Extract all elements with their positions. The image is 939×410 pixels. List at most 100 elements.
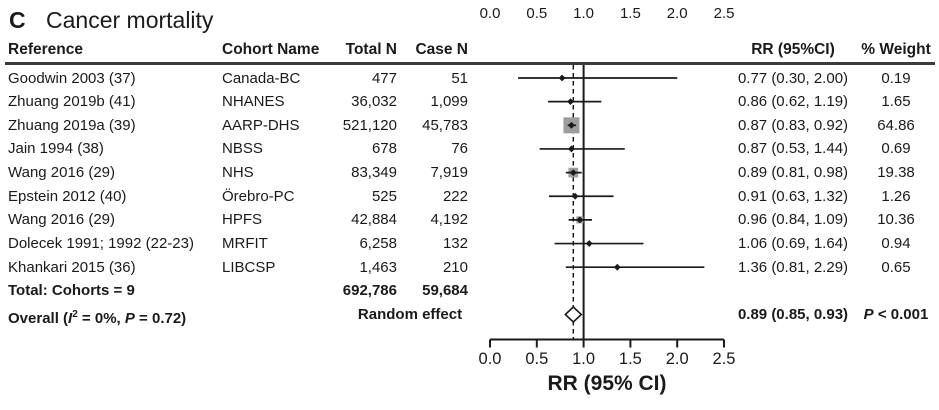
panel-label: C (9, 7, 26, 33)
row-cohort: HPFS (222, 211, 263, 229)
point-estimate-marker (569, 169, 577, 176)
column-header-weight: % Weight (861, 41, 931, 58)
table-row: Dolecek 1991; 1992 (22-23) MRFIT 6,258 132 1… (0, 234, 939, 253)
column-header-cohort: Cohort Name (222, 41, 320, 58)
table-row: Jain 1994 (38) NBSS 678 76 0.87 (0.53, 1.44)… (0, 139, 939, 158)
row-rr-ci: 0.86 (0.62, 1.19) (737, 93, 849, 111)
row-reference: Khankari 2015 (36) (8, 258, 136, 276)
row-case-n: 222 (442, 187, 468, 205)
row-weight: 64.86 (877, 116, 915, 134)
column-header-case-n: Case N (415, 41, 468, 58)
top-axis-tick-label: 1.0 (573, 5, 594, 22)
row-weight: 10.36 (877, 211, 915, 229)
row-total-n: 477 (371, 69, 397, 87)
row-weight: 0.69 (881, 140, 911, 158)
table-row: Goodwin 2003 (37) Canada-BC 477 51 0.77 (0.3… (0, 69, 939, 88)
x-axis-tick-label: 0.0 (479, 350, 502, 368)
x-axis-title: RR (95% CI) (547, 372, 667, 395)
table-row: Wang 2016 (29) HPFS 42,884 4,192 0.96 (0.84,… (0, 210, 939, 229)
table-row: Zhuang 2019a (39) AARP-DHS 521,120 45,783 0.… (0, 116, 939, 135)
overall-rr-ci: 0.89 (0.85, 0.93) (737, 306, 849, 323)
table-row: Wang 2016 (29) NHS 83,349 7,919 0.89 (0.81, … (0, 163, 939, 182)
row-total-n: 521,120 (342, 116, 397, 134)
row-total-n: 83,349 (351, 164, 397, 182)
point-estimate-marker (585, 240, 593, 247)
x-axis-tick-label: 2.0 (666, 350, 689, 368)
row-rr-ci: 0.96 (0.84, 1.09) (737, 211, 849, 229)
x-axis-tick-label: 2.5 (713, 350, 736, 368)
row-weight: 1.26 (881, 187, 911, 205)
row-rr-ci: 1.06 (0.69, 1.64) (737, 235, 849, 253)
top-axis-tick-label: 0.5 (526, 5, 547, 22)
row-reference: Wang 2016 (29) (8, 164, 116, 182)
column-header-reference: Reference (8, 41, 83, 58)
row-case-n: 210 (442, 258, 468, 276)
point-estimate-marker (576, 216, 584, 224)
row-total-n: 678 (371, 140, 397, 158)
row-total-n: 1,463 (359, 258, 397, 276)
row-cohort: Örebro-PC (222, 187, 295, 205)
row-reference: Goodwin 2003 (37) (8, 69, 136, 87)
top-axis-tick-label: 0.0 (480, 5, 501, 22)
table-row: Zhuang 2019b (41) NHANES 36,032 1,099 0.86 (… (0, 92, 939, 111)
row-case-n: 7,919 (430, 164, 468, 182)
row-case-n: 76 (451, 140, 468, 158)
row-cohort: AARP-DHS (222, 116, 300, 134)
row-total-n: 36,032 (351, 93, 397, 111)
point-estimate-marker (568, 145, 575, 153)
row-total-n: 6,258 (359, 235, 397, 253)
total-row-total-n: 692,786 (342, 282, 397, 300)
point-estimate-marker (568, 121, 575, 129)
column-header-rr-ci: RR (95%CI) (751, 41, 835, 58)
row-cohort: NBSS (222, 140, 263, 158)
row-weight: 1.65 (881, 93, 911, 111)
total-row: Total: Cohorts = 9 692,786 59,684 (0, 281, 939, 300)
row-weight: 0.94 (881, 235, 911, 253)
row-rr-ci: 0.87 (0.83, 0.92) (737, 116, 849, 134)
header-rule (5, 62, 935, 65)
row-case-n: 45,783 (422, 116, 468, 134)
total-row-case-n: 59,684 (422, 282, 468, 300)
column-header-total-n: Total N (345, 41, 397, 58)
row-cohort: Canada-BC (222, 69, 301, 87)
row-cohort: NHANES (222, 93, 285, 111)
total-row-label: Total: Cohorts = 9 (8, 282, 135, 300)
row-case-n: 132 (442, 235, 468, 253)
top-axis-tick-label: 2.0 (667, 5, 688, 22)
row-reference: Epstein 2012 (40) (8, 187, 127, 205)
row-reference: Dolecek 1991; 1992 (22-23) (8, 235, 194, 253)
top-axis-tick-label: 1.5 (620, 5, 641, 22)
table-row: Khankari 2015 (36) LIBCSP 1,463 210 1.36 (0.… (0, 258, 939, 277)
row-cohort: MRFIT (222, 235, 268, 253)
point-estimate-marker (571, 192, 579, 200)
row-reference: Zhuang 2019a (39) (8, 116, 136, 134)
row-rr-ci: 0.89 (0.81, 0.98) (737, 164, 849, 182)
row-total-n: 525 (371, 187, 397, 205)
overall-heterogeneity-label: Overall (I2 = 0%, P = 0.72) (8, 309, 187, 327)
row-reference: Zhuang 2019b (41) (8, 93, 136, 111)
row-rr-ci: 0.87 (0.53, 1.44) (737, 140, 849, 158)
row-rr-ci: 1.36 (0.81, 2.29) (737, 258, 849, 276)
row-total-n: 42,884 (351, 211, 397, 229)
x-axis-tick-label: 1.5 (619, 350, 642, 368)
row-cohort: LIBCSP (222, 258, 276, 276)
top-axis-tick-label: 2.5 (714, 5, 735, 22)
row-weight: 19.38 (877, 164, 915, 182)
row-case-n: 4,192 (430, 211, 468, 229)
point-estimate-marker (558, 74, 566, 82)
row-reference: Wang 2016 (29) (8, 211, 116, 229)
row-cohort: NHS (222, 164, 254, 182)
point-estimate-marker (613, 263, 621, 271)
row-case-n: 1,099 (430, 93, 468, 111)
row-case-n: 51 (451, 69, 468, 87)
x-axis-tick-label: 0.5 (525, 350, 548, 368)
row-weight: 0.19 (881, 69, 911, 87)
row-rr-ci: 0.77 (0.30, 2.00) (737, 69, 849, 87)
overall-p-value: P < 0.001 (863, 306, 929, 323)
overall-model-label: Random effect (357, 306, 463, 323)
overall-diamond (564, 305, 583, 324)
row-reference: Jain 1994 (38) (8, 140, 104, 158)
x-axis-tick-label: 1.0 (572, 350, 595, 368)
